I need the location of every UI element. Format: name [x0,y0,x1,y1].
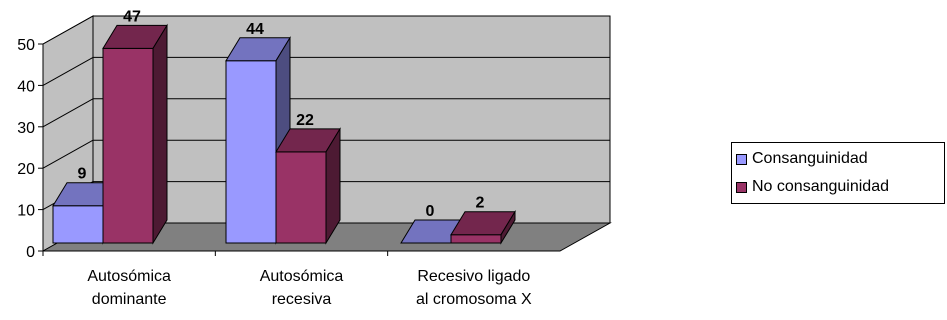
bar [275,127,341,245]
bar-front [275,151,327,244]
data-label: 47 [123,8,141,25]
legend-item: No consanguinidad [736,173,944,201]
legend-swatch [736,181,747,193]
x-tick-label: al cromosoma X [416,291,532,308]
legend-label: No consanguinidad [752,178,889,195]
x-tick-label: Recesivo ligado [417,268,530,285]
legend-item: Consanguinidad [736,145,944,173]
gridline-side [42,139,94,169]
bar-front [225,60,277,244]
bar-side [325,127,341,245]
y-tick-label: 40 [17,78,35,95]
bar-front [52,205,104,244]
bar-front [450,234,502,244]
data-label: 0 [426,203,435,220]
y-tick-label: 20 [17,161,35,178]
gridline-side [42,15,94,45]
back-wall [92,15,611,224]
bars [52,23,516,245]
gridlines [42,15,610,211]
legend-label: Consanguinidad [752,150,868,167]
gridline-side [42,98,94,128]
legend-swatch [736,153,747,165]
data-label: 9 [78,166,87,183]
x-tick-label: Autosómica [87,268,171,285]
x-tick-label: Autosómica [260,268,344,285]
axes [38,43,560,256]
bar-front [102,47,154,244]
y-tick-label: 30 [17,120,35,137]
y-tick-label: 10 [17,203,35,220]
bar [450,209,516,245]
x-tick-label: recesiva [272,291,332,308]
bar [102,23,168,245]
y-tick-label: 0 [26,244,35,261]
legend: Consanguinidad No consanguinidad [731,142,945,204]
y-tick-label: 50 [17,37,35,54]
bar-side [152,23,168,245]
labels: 01020304050Autosómicadominante947Autosóm… [17,8,532,308]
x-tick-label: dominante [92,291,167,308]
gridline-side [42,56,94,86]
data-label: 22 [296,112,314,129]
data-label: 2 [476,195,485,212]
bar-side [500,209,516,245]
data-label: 44 [246,21,264,38]
